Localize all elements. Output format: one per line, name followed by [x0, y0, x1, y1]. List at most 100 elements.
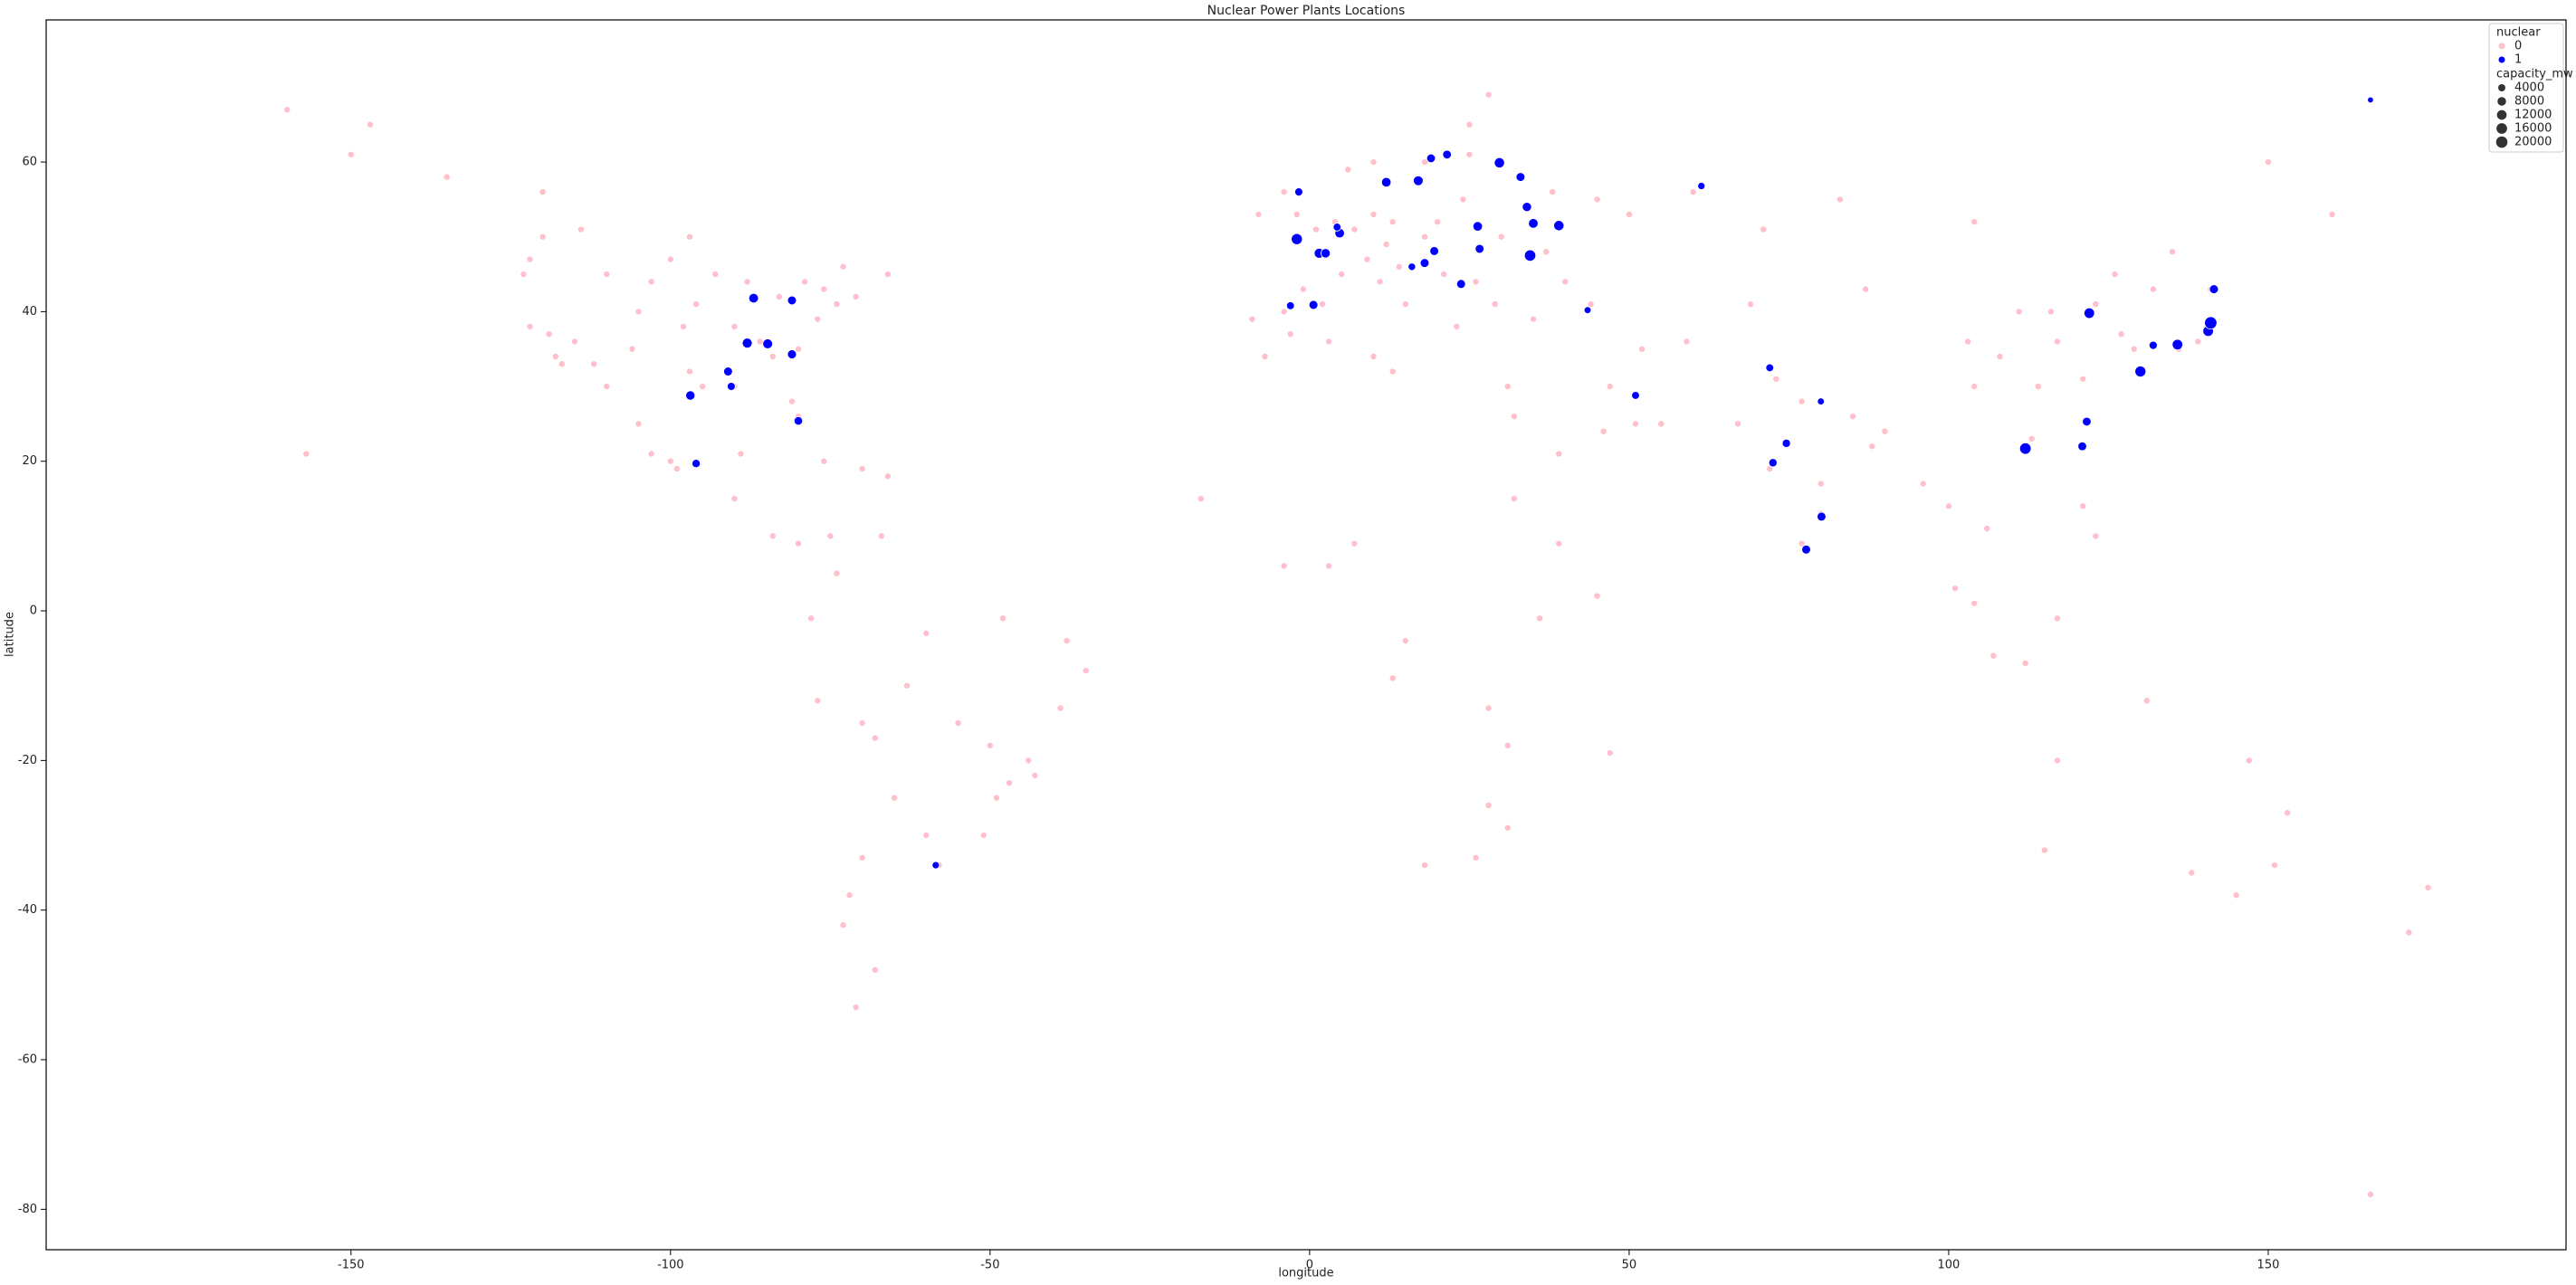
scatter-point: [570, 338, 578, 346]
scatter-point: [1631, 391, 1640, 400]
scatter-point: [775, 292, 783, 300]
legend-label: 12000: [2514, 109, 2552, 122]
scatter-point: [890, 794, 898, 802]
scatter-point: [723, 366, 733, 376]
scatter-point: [1484, 704, 1493, 712]
scatter-point: [2232, 891, 2240, 900]
scatter-point: [1419, 258, 1430, 268]
scatter-point: [1765, 363, 1774, 373]
scatter-point: [1817, 511, 1827, 522]
scatter-point: [1951, 585, 1960, 593]
scatter-point: [1638, 345, 1646, 353]
scatter-point: [1293, 210, 1301, 218]
scatter-point: [814, 315, 822, 323]
scatter-point: [1440, 271, 1448, 279]
scatter-point: [1369, 158, 1378, 167]
scatter-point: [2046, 308, 2055, 316]
scatter-point: [2079, 375, 2087, 383]
scatter-point: [2077, 441, 2087, 452]
scatter-point: [1817, 480, 1825, 488]
y-tick-label: -40: [18, 903, 37, 917]
legend-size-marker: [2496, 109, 2507, 120]
scatter-point: [2209, 284, 2219, 294]
scatter-point: [2053, 614, 2061, 623]
scatter-point: [998, 614, 1007, 623]
scatter-point: [2245, 757, 2253, 765]
scatter-point: [795, 345, 803, 353]
x-tick-label: 0: [1306, 1259, 1313, 1272]
x-tick-label: -100: [657, 1259, 684, 1272]
scatter-point: [858, 464, 866, 472]
scatter-point: [2079, 502, 2087, 510]
scatter-point: [679, 322, 687, 330]
legend-marker: [2497, 42, 2506, 51]
scatter-point: [1420, 233, 1428, 241]
y-tick-label: -20: [18, 754, 37, 767]
scatter-point: [1420, 861, 1428, 870]
scatter-point: [2018, 442, 2032, 455]
scatter-point: [1555, 539, 1563, 547]
scatter-point: [1606, 749, 1614, 757]
scatter-point: [748, 292, 759, 304]
x-tick-label: 50: [1622, 1259, 1637, 1272]
scatter-point: [1583, 306, 1592, 314]
scatter-point: [2040, 846, 2048, 854]
scatter-point: [833, 569, 841, 577]
scatter-point: [1989, 652, 1998, 660]
scatter-point: [852, 1004, 860, 1012]
scatter-point: [1285, 301, 1295, 310]
scatter-point: [1523, 249, 1537, 262]
scatter-point: [1255, 210, 1263, 218]
scatter-point: [539, 188, 547, 196]
scatter-point: [2082, 416, 2092, 427]
scatter-point: [443, 173, 451, 181]
scatter-point: [814, 697, 822, 705]
scatter-point: [871, 966, 879, 974]
scatter-point: [2053, 757, 2061, 765]
scatter-point: [730, 322, 739, 330]
scatter-point: [727, 382, 736, 391]
x-tick-label: -150: [338, 1259, 365, 1272]
scatter-point: [692, 300, 701, 309]
scatter-point: [1291, 233, 1303, 245]
scatter-point: [692, 459, 701, 469]
scatter-point: [1522, 202, 1532, 213]
scatter-point: [1319, 300, 1327, 309]
scatter-point: [1344, 166, 1352, 174]
scatter-point: [1801, 544, 1811, 555]
scatter-point: [2142, 697, 2151, 705]
legend-label: 16000: [2514, 122, 2552, 136]
legend-size-marker: [2498, 84, 2505, 91]
scatter-point: [1970, 599, 1979, 607]
scatter-point: [1503, 823, 1512, 832]
scatter-point: [1363, 255, 1371, 263]
scatter-point: [1338, 271, 1346, 279]
scatter-point: [820, 285, 828, 293]
chart-title: Nuclear Power Plants Locations: [1207, 4, 1406, 18]
scatter-point: [2021, 659, 2029, 667]
scatter-point: [2284, 809, 2292, 817]
legend-size-marker: [2495, 136, 2508, 148]
scatter-point: [1798, 397, 1806, 405]
legend-size-marker: [2496, 123, 2507, 134]
scatter-point: [2092, 532, 2100, 540]
scatter-point: [673, 464, 681, 472]
scatter-point: [1631, 420, 1639, 428]
scatter-point: [1325, 338, 1333, 346]
scatter-point: [883, 271, 892, 279]
scatter-point: [2148, 340, 2158, 350]
legend-box: [2488, 23, 2564, 153]
scatter-point: [1388, 674, 1397, 682]
scatter-point: [787, 295, 797, 306]
scatter-point: [2117, 330, 2125, 338]
y-tick-label: 20: [22, 454, 37, 468]
scatter-point: [666, 457, 674, 465]
scatter-point: [1747, 300, 1755, 309]
x-tick-label: 100: [1938, 1259, 1961, 1272]
scatter-point: [1768, 458, 1778, 468]
scatter-point: [558, 360, 566, 368]
scatter-point: [1549, 188, 1557, 196]
scatter-point: [1530, 315, 1538, 323]
